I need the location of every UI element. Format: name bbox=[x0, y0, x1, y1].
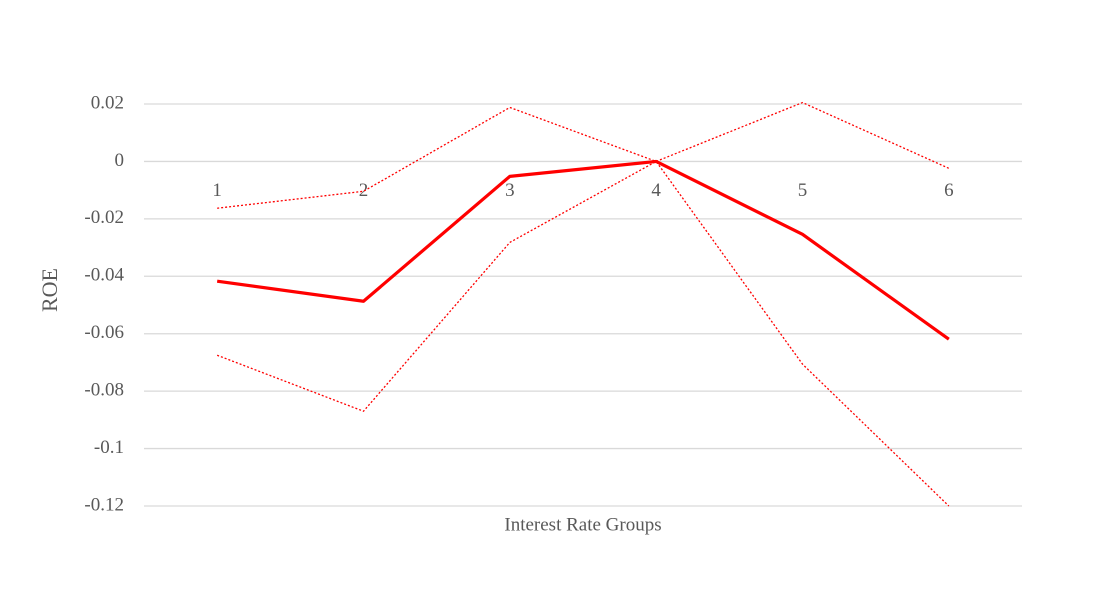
y-tick-label: -0.12 bbox=[84, 494, 124, 515]
y-tick-label: 0.02 bbox=[91, 92, 124, 113]
y-tick-label: -0.08 bbox=[84, 380, 124, 401]
y-tick-label: 0 bbox=[115, 150, 125, 171]
x-tick-label: 3 bbox=[505, 180, 515, 201]
x-tick-label: 2 bbox=[359, 180, 369, 201]
y-tick-label: -0.1 bbox=[94, 437, 124, 458]
x-tick-label: 4 bbox=[651, 180, 661, 201]
series-line bbox=[216, 159, 950, 341]
x-tick-label: 6 bbox=[944, 180, 954, 201]
y-tick-label: -0.02 bbox=[84, 207, 124, 228]
series-line bbox=[217, 101, 950, 209]
x-tick-label: 1 bbox=[212, 180, 222, 201]
y-axis-title: ROE bbox=[37, 268, 62, 312]
y-tick-label: -0.04 bbox=[84, 265, 124, 286]
x-axis-title: Interest Rate Groups bbox=[504, 514, 661, 535]
y-tick-label: -0.06 bbox=[84, 322, 124, 343]
x-tick-label: 5 bbox=[798, 180, 808, 201]
